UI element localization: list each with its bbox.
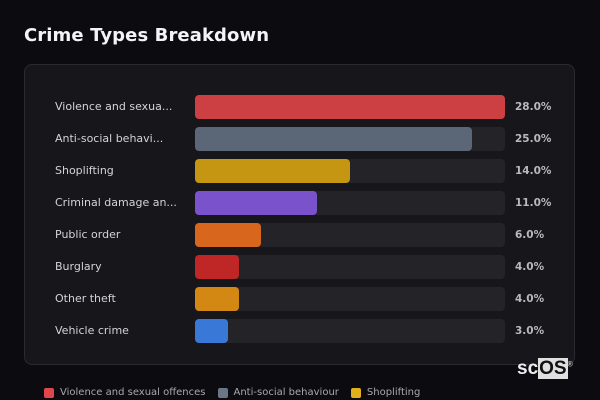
bar-value: 11.0% xyxy=(515,197,552,209)
bar-value: 4.0% xyxy=(515,293,545,305)
bar-label: Violence and sexua... xyxy=(55,100,173,113)
bar-value: 14.0% xyxy=(515,165,552,177)
bar[interactable] xyxy=(195,287,240,311)
legend-item[interactable]: Shoplifting xyxy=(350,387,421,398)
bar-value: 28.0% xyxy=(515,101,552,113)
bar[interactable] xyxy=(195,223,262,247)
bar-track xyxy=(195,127,505,151)
bar[interactable] xyxy=(195,191,317,215)
bar-value: 3.0% xyxy=(515,325,545,337)
bar-row: Vehicle crime 3.0% xyxy=(25,319,574,343)
bar-label: Vehicle crime xyxy=(55,324,129,337)
bar-value: 25.0% xyxy=(515,133,552,145)
bar-row: Anti-social behavi... 25.0% xyxy=(25,127,574,151)
bar-row: Burglary 4.0% xyxy=(25,255,574,279)
bar[interactable] xyxy=(195,255,240,279)
bar-track xyxy=(195,223,505,247)
bar-label: Other theft xyxy=(55,292,116,305)
legend-label: Violence and sexual offences xyxy=(60,387,206,398)
chart-panel: Violence and sexua... 28.0% Anti-social be… xyxy=(24,64,575,365)
bar-row: Criminal damage an... 11.0% xyxy=(25,191,574,215)
legend-swatch xyxy=(217,387,228,398)
legend: Violence and sexual offences Anti-social … xyxy=(44,387,420,398)
bar[interactable] xyxy=(195,319,229,343)
bar-label: Criminal damage an... xyxy=(55,196,177,209)
bar-track xyxy=(195,287,505,311)
bar-track xyxy=(195,255,505,279)
legend-label: Anti-social behaviour xyxy=(233,387,339,398)
bar-track xyxy=(195,159,505,183)
bar-track xyxy=(195,319,505,343)
bar-row: Other theft 4.0% xyxy=(25,287,574,311)
legend-item[interactable]: Anti-social behaviour xyxy=(217,387,339,398)
bar[interactable] xyxy=(195,159,350,183)
bar[interactable] xyxy=(195,95,505,119)
legend-item[interactable]: Violence and sexual offences xyxy=(44,387,206,398)
bar-row: Violence and sexua... 28.0% xyxy=(25,95,574,119)
registered-mark: ® xyxy=(567,361,573,369)
bar-label: Burglary xyxy=(55,260,102,273)
bar-row: Shoplifting 14.0% xyxy=(25,159,574,183)
bar-label: Shoplifting xyxy=(55,164,114,177)
bar-value: 4.0% xyxy=(515,261,545,273)
bar-label: Public order xyxy=(55,228,121,241)
bar-row: Public order 6.0% xyxy=(25,223,574,247)
bar-value: 6.0% xyxy=(515,229,545,241)
chart-title: Crime Types Breakdown xyxy=(24,25,270,46)
brand-logo: scOS® xyxy=(517,358,573,380)
legend-label: Shoplifting xyxy=(366,387,421,398)
bar-track xyxy=(195,95,505,119)
bar-label: Anti-social behavi... xyxy=(55,132,164,145)
legend-swatch xyxy=(44,387,54,398)
brand-prefix: sc xyxy=(517,358,539,379)
brand-highlight: OS xyxy=(538,358,568,379)
bar[interactable] xyxy=(195,127,472,151)
legend-swatch xyxy=(350,387,361,398)
bar-track xyxy=(195,191,505,215)
